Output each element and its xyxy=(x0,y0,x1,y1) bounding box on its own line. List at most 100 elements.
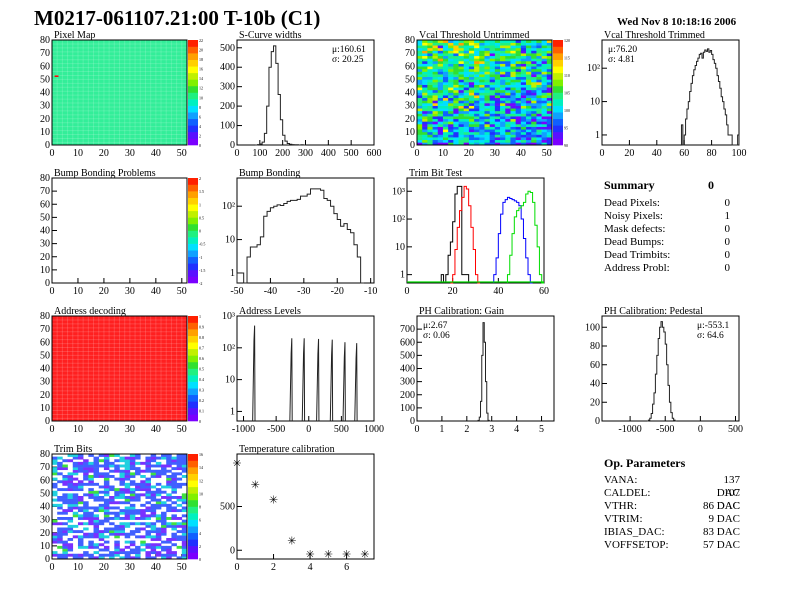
heatmap-cell xyxy=(437,113,444,117)
heatmap-cell xyxy=(119,482,125,486)
heatmap-cell xyxy=(442,87,449,91)
heatmap-cell xyxy=(479,105,485,109)
heatmap-cell xyxy=(479,92,485,96)
heatmap-cell xyxy=(458,108,465,112)
colorbar-tick-label: 6 xyxy=(199,114,201,119)
y-tick-label: 30 xyxy=(40,377,50,388)
heatmap-cell xyxy=(77,480,84,484)
param-value: 83 DAC xyxy=(703,526,740,538)
heatmap-cell xyxy=(140,522,146,526)
colorbar-segment xyxy=(188,388,198,396)
heatmap-cell xyxy=(422,87,428,91)
heatmap-cell xyxy=(463,124,470,127)
heatmap-cell xyxy=(500,66,506,70)
heatmap-cell xyxy=(93,475,100,478)
colorbar-segment xyxy=(188,532,198,540)
heatmap-cell xyxy=(427,42,433,46)
heatmap-cell xyxy=(155,503,162,507)
heatmap-cell xyxy=(57,517,63,520)
colorbar-segment xyxy=(188,545,198,553)
heatmap-cell xyxy=(103,461,110,465)
heatmap-cell xyxy=(515,137,522,141)
heatmap-cell xyxy=(427,100,433,104)
heatmap-cell xyxy=(526,87,532,91)
colorbar-segment xyxy=(188,322,198,330)
heatmap-cell xyxy=(437,74,444,78)
plot-frame xyxy=(601,39,740,146)
colorbar-segment xyxy=(188,276,198,284)
y-tick-label: 0 xyxy=(230,140,235,151)
heatmap-cell xyxy=(442,63,449,67)
series-trimbit-3 xyxy=(506,190,544,284)
heatmap-cell xyxy=(72,524,79,528)
heatmap-cell xyxy=(474,53,480,57)
heatmap-cell xyxy=(109,506,115,510)
heatmap-cell xyxy=(468,71,475,75)
heatmap-cell xyxy=(155,543,162,547)
heatmap-cell xyxy=(489,89,496,93)
summary-row: Dead Trimbits: 0 xyxy=(604,249,730,262)
heatmap-cell xyxy=(83,482,89,486)
heatmap-cell xyxy=(57,498,63,502)
heatmap-cell xyxy=(526,53,532,57)
heatmap-cell xyxy=(119,527,125,531)
colorbar-segment xyxy=(553,112,563,120)
heatmap-cell xyxy=(145,524,151,528)
colorbar-tick-label: 16 xyxy=(199,67,203,72)
x-tick-label: 20 xyxy=(624,148,634,159)
heatmap-cell xyxy=(57,545,63,549)
colorbar-segment xyxy=(188,99,198,106)
heatmap-cell xyxy=(57,461,63,465)
heatmap-cell xyxy=(463,50,470,54)
summary-label: Dead Bumps: xyxy=(604,236,665,248)
data-point: ✳ xyxy=(287,536,296,548)
heatmap-cell xyxy=(489,40,496,43)
heatmap-cell xyxy=(489,92,496,96)
heatmap-cell xyxy=(489,139,496,143)
heatmap-cell xyxy=(458,61,465,64)
heatmap-cell xyxy=(171,524,177,528)
x-tick-label: 500 xyxy=(334,424,349,435)
heatmap-cell xyxy=(468,121,475,125)
heatmap-cell xyxy=(536,84,542,88)
heatmap-cell xyxy=(67,475,74,478)
heatmap-cell xyxy=(526,71,532,75)
heatmap-cell xyxy=(155,501,162,505)
heatmap-cell xyxy=(124,498,131,502)
heatmap-cell xyxy=(500,68,506,72)
heatmap-cell xyxy=(489,129,496,133)
colorbar-segment xyxy=(188,506,198,514)
y-tick-label: 0 xyxy=(45,416,50,427)
heatmap-cell xyxy=(119,551,125,555)
heatmap-cell xyxy=(479,142,485,146)
heatmap-cell xyxy=(145,493,151,497)
heatmap-cell xyxy=(88,496,94,499)
heatmap-cell xyxy=(541,121,548,125)
heatmap-cell xyxy=(474,55,480,59)
y-tick-label: 70 xyxy=(40,462,50,473)
colorbar-segment xyxy=(188,191,198,198)
heatmap-cell xyxy=(479,61,485,64)
heatmap-cell xyxy=(494,84,501,88)
heatmap-cell xyxy=(437,42,444,46)
heatmap-cell xyxy=(541,100,548,104)
colorbar-segment xyxy=(553,85,563,93)
heatmap-cell xyxy=(500,55,506,59)
heatmap-cell xyxy=(494,121,501,125)
heatmap-cell xyxy=(129,467,136,471)
heatmap-cell xyxy=(77,553,84,557)
heatmap-cell xyxy=(103,548,110,552)
heatmap-cell xyxy=(448,82,454,85)
x-tick-label: 50 xyxy=(177,562,187,573)
x-tick-label: 20 xyxy=(448,286,458,297)
heatmap-cell xyxy=(176,485,183,489)
heatmap-cell xyxy=(494,124,501,127)
heatmap-cell xyxy=(546,66,553,70)
op-parameters-header: Op. Parameters xyxy=(604,456,686,470)
heatmap-cell xyxy=(494,105,501,109)
colorbar-tick-label: 20 xyxy=(199,48,203,53)
heatmap-cell xyxy=(448,42,454,46)
heatmap-cell xyxy=(166,556,172,560)
heatmap-cell xyxy=(181,496,188,499)
heatmap-cell xyxy=(77,538,84,541)
